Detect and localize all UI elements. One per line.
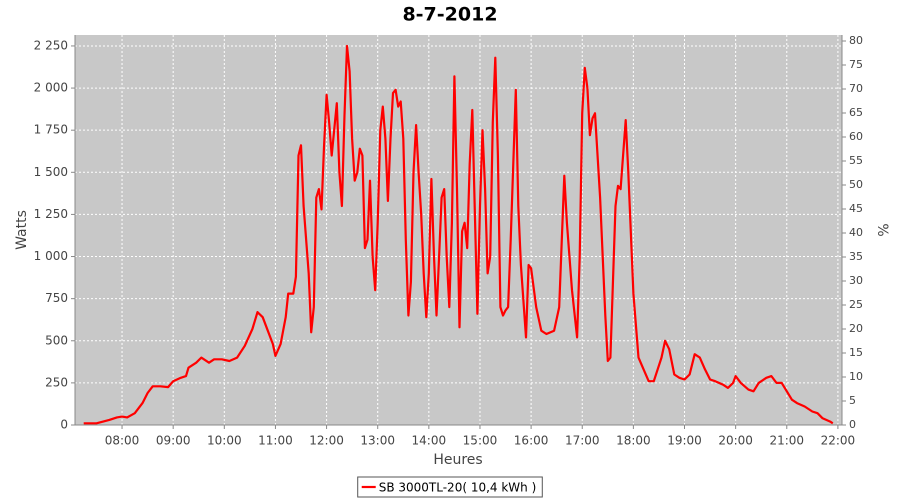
y-tick-label: 250 xyxy=(45,375,68,389)
y-tick-label: 2 000 xyxy=(34,81,68,95)
y2-tick-label: 15 xyxy=(849,346,863,359)
y2-tick-label: 65 xyxy=(849,106,863,119)
y-tick-label: 1 500 xyxy=(34,165,68,179)
y-tick-label: 0 xyxy=(60,418,68,432)
x-tick-label: 15:00 xyxy=(463,434,498,448)
y-tick-label: 2 250 xyxy=(34,38,68,52)
x-tick-label: 18:00 xyxy=(616,434,651,448)
chart-title: 8-7-2012 xyxy=(402,4,497,26)
line-series xyxy=(83,44,834,425)
x-tick-label: 21:00 xyxy=(769,434,804,448)
y2-tick-label: 20 xyxy=(849,322,863,335)
y2-axis-label: % xyxy=(874,223,890,236)
x-tick-label: 17:00 xyxy=(565,434,600,448)
y2-tick-label: 45 xyxy=(849,202,863,215)
y2-tick-label: 55 xyxy=(849,154,863,167)
x-tick-label: 10:00 xyxy=(207,434,242,448)
y-tick-label: 1 750 xyxy=(34,123,68,137)
x-tick-label: 08:00 xyxy=(105,434,140,448)
y-tick-label: 1 250 xyxy=(34,207,68,221)
y2-tick-label: 40 xyxy=(849,226,863,239)
x-tick-label: 11:00 xyxy=(258,434,293,448)
x-axis-label: Heures xyxy=(433,452,482,468)
x-tick-label: 13:00 xyxy=(360,434,395,448)
x-tick-label: 14:00 xyxy=(412,434,447,448)
x-tick-label: 09:00 xyxy=(156,434,191,448)
y2-tick-label: 5 xyxy=(849,394,856,407)
x-tick-label: 19:00 xyxy=(667,434,702,448)
legend: SB 3000TL-20( 10,4 kWh ) xyxy=(357,476,543,498)
y-tick-label: 500 xyxy=(45,333,68,347)
y2-tick-label: 25 xyxy=(849,298,863,311)
y2-tick-label: 60 xyxy=(849,130,863,143)
y-axis-label: Watts xyxy=(14,210,30,250)
x-tick-label: 16:00 xyxy=(514,434,549,448)
x-tick-label: 12:00 xyxy=(309,434,344,448)
x-tick-label: 20:00 xyxy=(718,434,753,448)
y2-tick-label: 75 xyxy=(849,58,863,71)
y2-tick-label: 10 xyxy=(849,370,863,383)
x-tick-label: 22:00 xyxy=(821,434,856,448)
y-tick-label: 1 000 xyxy=(34,249,68,263)
y-tick-label: 750 xyxy=(45,291,68,305)
legend-box xyxy=(357,476,543,498)
y2-tick-label: 35 xyxy=(849,250,863,263)
y2-tick-label: 30 xyxy=(849,274,863,287)
y2-tick-label: 80 xyxy=(849,34,863,47)
y2-tick-label: 70 xyxy=(849,82,863,95)
y2-tick-label: 50 xyxy=(849,178,863,191)
y2-tick-label: 0 xyxy=(849,418,856,431)
legend-label: SB 3000TL-20( 10,4 kWh ) xyxy=(379,481,537,495)
